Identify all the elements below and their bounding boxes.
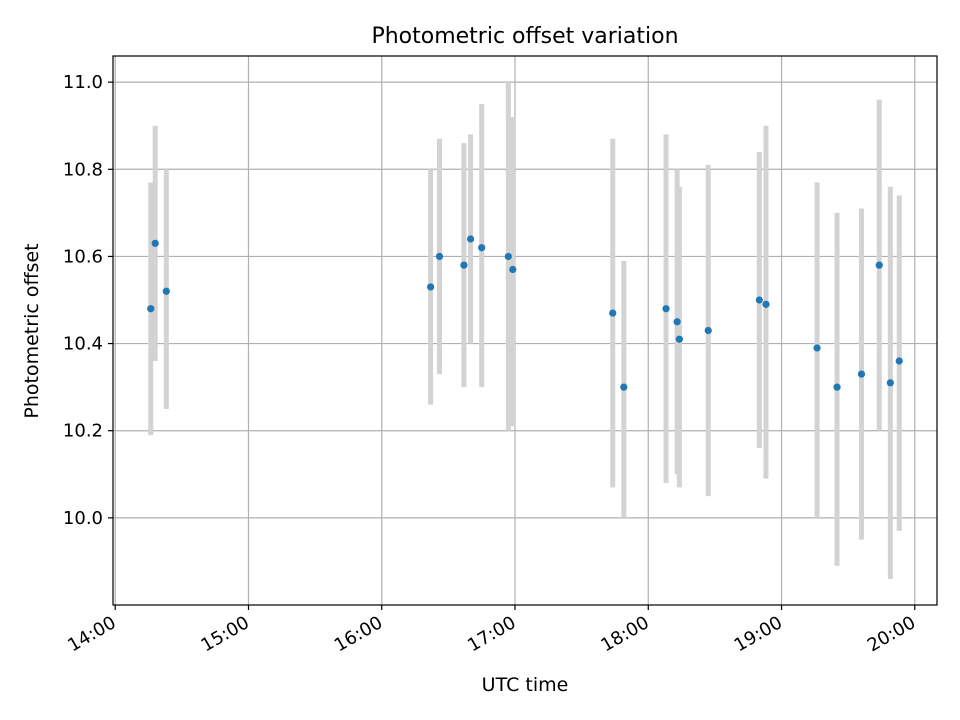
y-tick-label: 10.6 — [63, 246, 103, 267]
point-layer — [147, 235, 903, 391]
data-point — [895, 357, 903, 365]
data-point — [886, 379, 894, 387]
x-axis-label: UTC time — [482, 674, 569, 696]
data-point — [620, 383, 628, 391]
data-point — [435, 252, 444, 261]
chart-title: Photometric offset variation — [371, 24, 678, 49]
data-point — [466, 235, 475, 243]
data-point — [704, 326, 712, 335]
y-tick-label: 10.8 — [63, 159, 103, 180]
data-point — [162, 287, 170, 295]
y-tick-label: 10.0 — [63, 508, 103, 529]
data-point — [755, 296, 763, 304]
y-tick-label: 10.4 — [63, 334, 103, 355]
data-point — [509, 265, 517, 274]
data-point — [857, 370, 866, 378]
data-point — [504, 252, 512, 261]
y-tick-label: 11.0 — [63, 72, 103, 93]
data-point — [609, 309, 617, 317]
data-point — [460, 261, 468, 269]
data-point — [151, 239, 159, 247]
data-point — [762, 300, 770, 308]
plot-frame — [112, 55, 938, 606]
data-point — [147, 305, 155, 313]
data-point — [875, 261, 883, 269]
data-point — [478, 244, 486, 252]
data-point — [673, 318, 681, 326]
data-point — [427, 283, 435, 291]
y-tick-label: 10.2 — [63, 421, 103, 442]
data-point — [813, 344, 821, 352]
data-point — [833, 383, 841, 391]
data-point — [675, 335, 683, 343]
y-axis-label: Photometric offset — [21, 243, 43, 418]
data-point — [662, 305, 670, 313]
grid-layer — [113, 56, 937, 605]
